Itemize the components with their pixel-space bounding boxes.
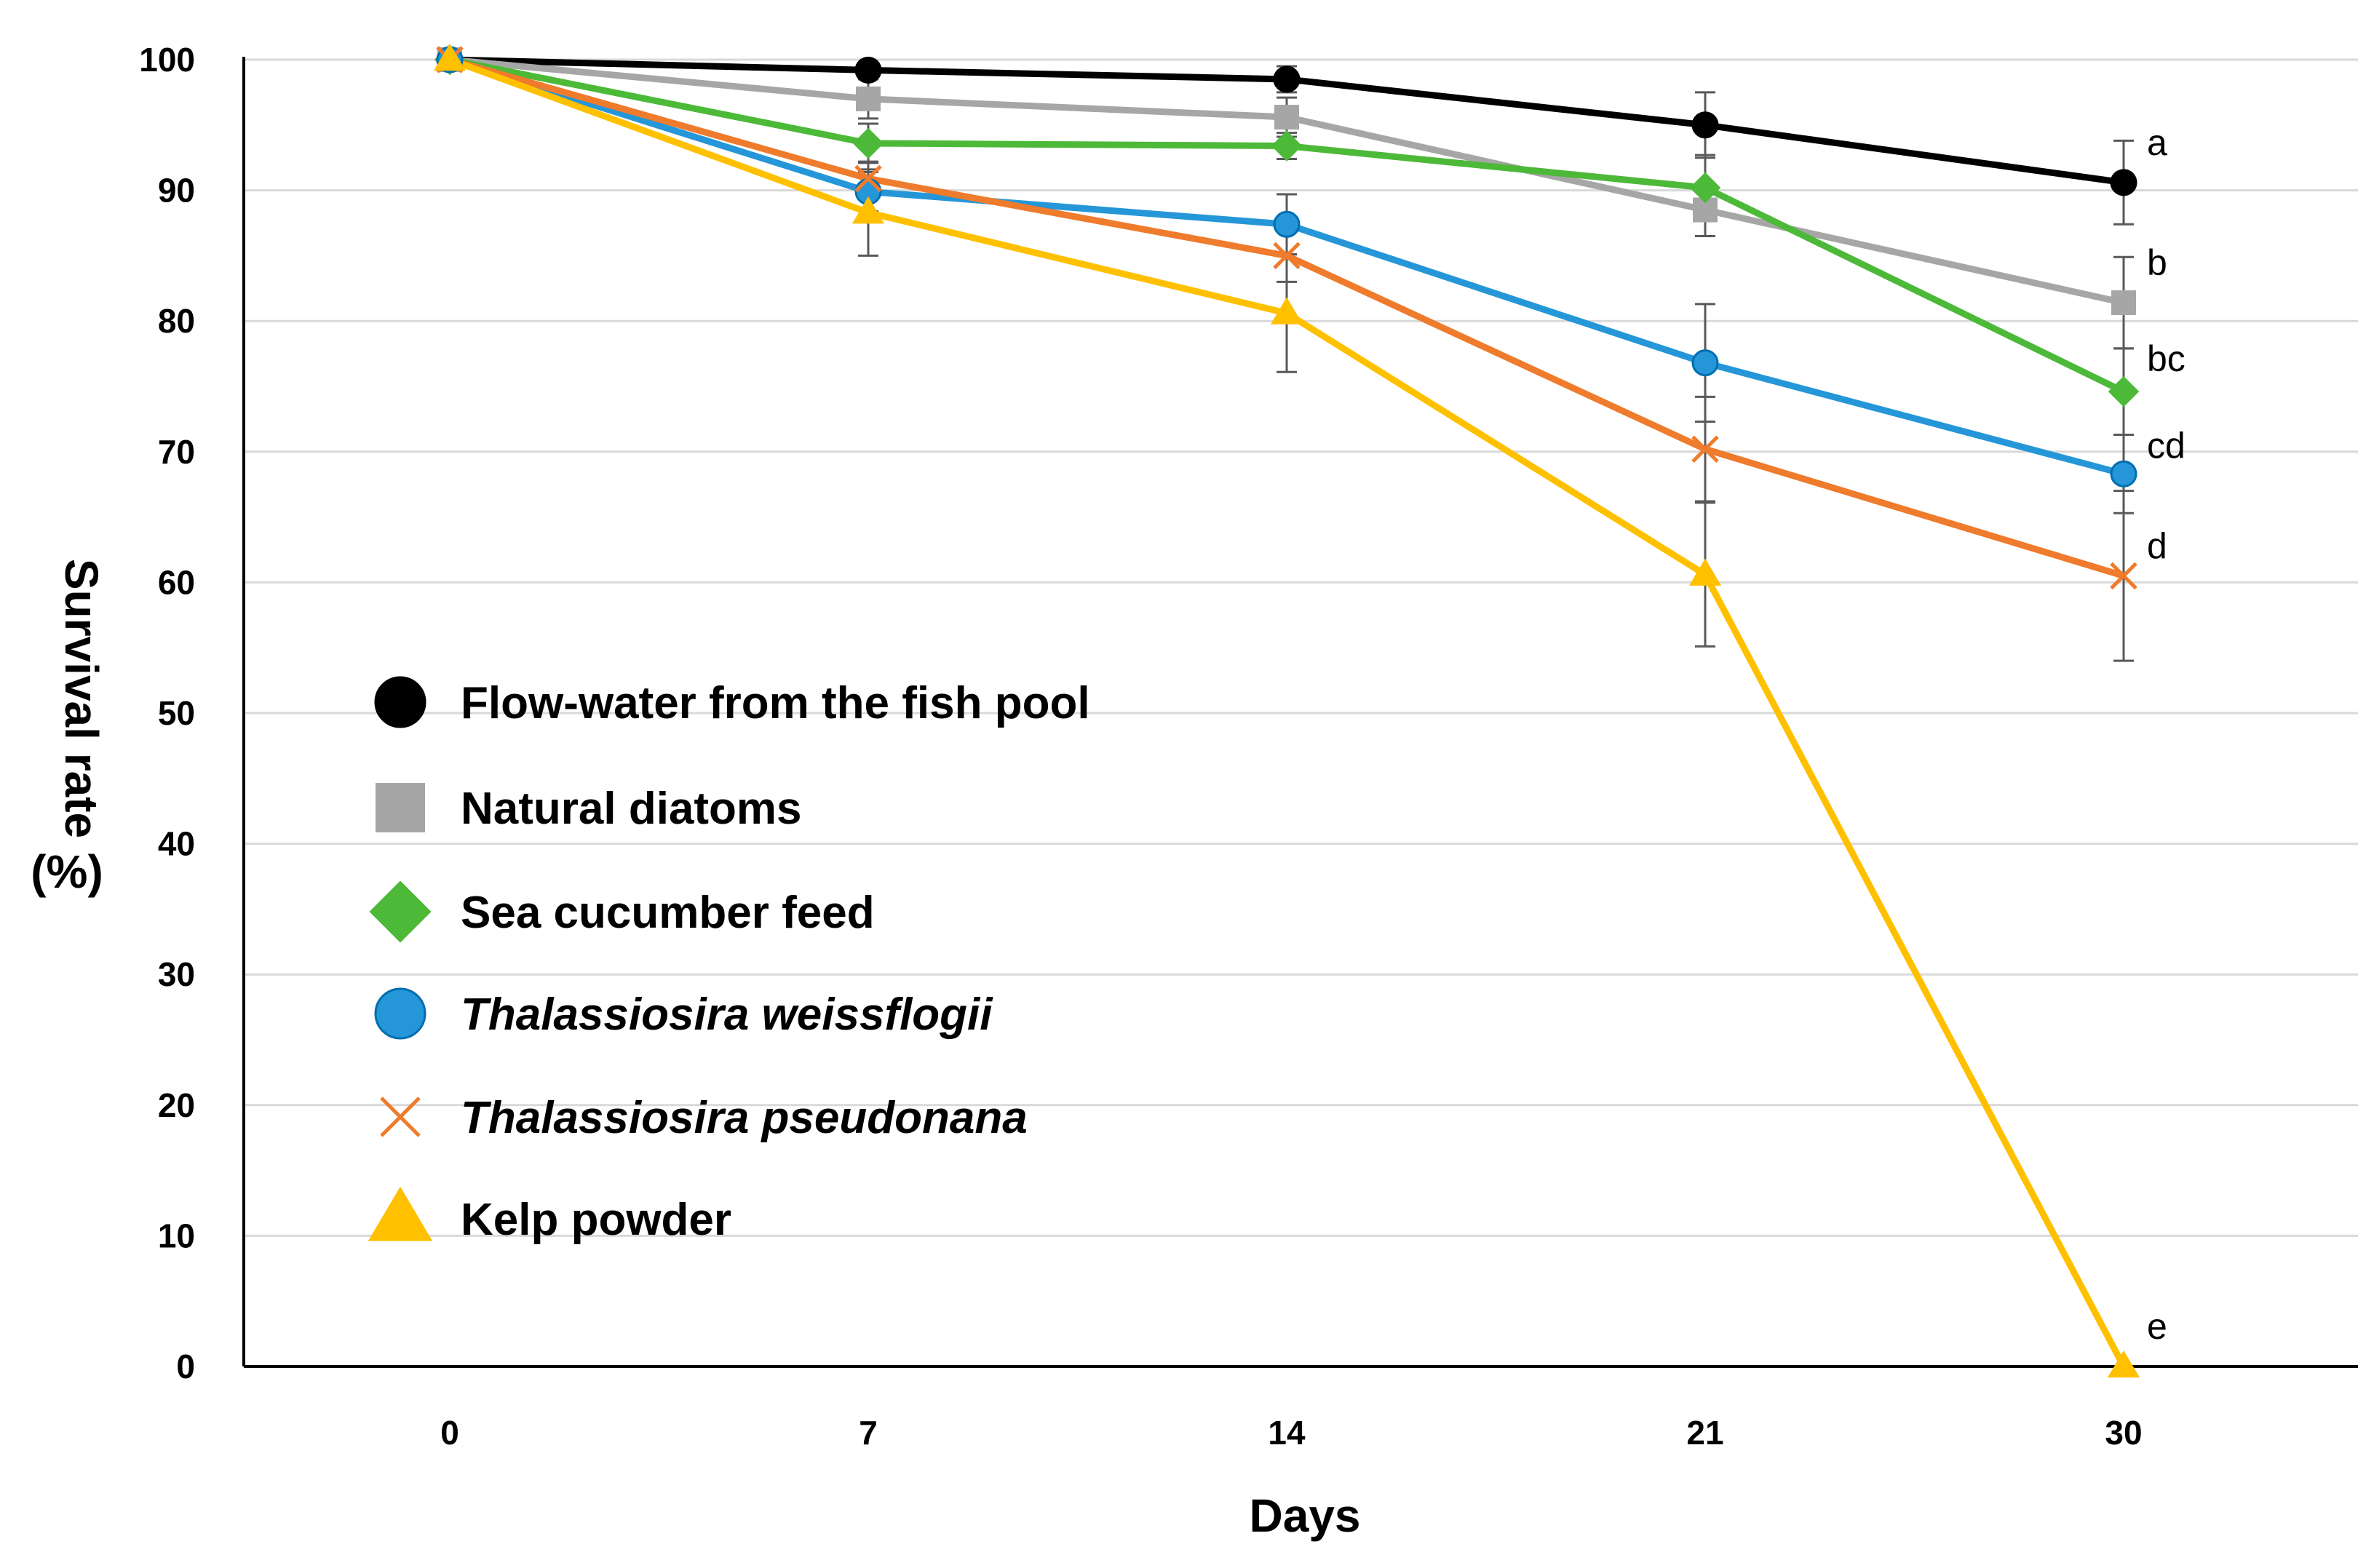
series-3-point-3 bbox=[1691, 349, 1719, 377]
series-4-point-3 bbox=[1691, 435, 1719, 463]
series-0-point-3 bbox=[1691, 111, 1719, 139]
y-tick-label-60: 60 bbox=[158, 563, 195, 601]
series-3-point-4 bbox=[2110, 460, 2137, 487]
series-4-point-4-stroke-b bbox=[2110, 562, 2137, 590]
legend-item-5: Kelp powder bbox=[368, 1186, 731, 1245]
series-4-point-1-stroke-b bbox=[854, 164, 882, 193]
y-tick-label-40: 40 bbox=[158, 825, 195, 863]
legend-label-2: Sea cucumber feed bbox=[461, 888, 875, 938]
legend-label-0: Flow-water from the fish pool bbox=[461, 678, 1090, 728]
series-5-point-2 bbox=[1270, 297, 1303, 325]
series-0-significance-label: a bbox=[2147, 122, 2167, 163]
legend-marker-1 bbox=[376, 783, 425, 832]
axes bbox=[242, 57, 2358, 1368]
series-5-point-4 bbox=[2107, 1350, 2140, 1378]
y-tick-label-50: 50 bbox=[158, 694, 195, 732]
y-axis-title: Survival rate bbox=[55, 559, 108, 838]
y-axis-title-unit: (%) bbox=[31, 845, 103, 898]
legend-marker-5 bbox=[368, 1186, 433, 1241]
series-5-point-1 bbox=[851, 196, 885, 224]
y-tick-label-70: 70 bbox=[158, 433, 195, 471]
y-tick-label-30: 30 bbox=[158, 955, 195, 993]
legend-item-0: Flow-water from the fish pool bbox=[374, 676, 1090, 728]
series-4-point-3-stroke-b bbox=[1691, 435, 1719, 463]
legend-marker-4-stroke-b bbox=[380, 1097, 421, 1137]
series-1-significance-label: b bbox=[2147, 242, 2167, 283]
x-tick-label-30: 30 bbox=[2105, 1414, 2142, 1452]
x-tick-label-0: 0 bbox=[440, 1414, 459, 1452]
series-1-point-4 bbox=[2111, 290, 2136, 316]
series-3-point-2 bbox=[1273, 210, 1301, 238]
series-2-significance-label: bc bbox=[2147, 338, 2186, 379]
series-2-point-3 bbox=[1689, 172, 1721, 204]
y-tick-label-100: 100 bbox=[139, 41, 195, 79]
legend: Flow-water from the fish pool Natural dia… bbox=[368, 676, 1090, 1245]
y-tick-label-90: 90 bbox=[158, 172, 195, 210]
series-4-point-1 bbox=[854, 164, 882, 193]
y-tick-label-10: 10 bbox=[158, 1217, 195, 1254]
series-1-point-2 bbox=[1274, 105, 1299, 130]
series-4-point-2 bbox=[1273, 242, 1301, 270]
series-markers bbox=[433, 43, 2140, 1378]
legend-item-2: Sea cucumber feed bbox=[369, 880, 875, 943]
y-tick-label-80: 80 bbox=[158, 302, 195, 340]
series-0-point-1 bbox=[854, 56, 882, 84]
series-0-point-2 bbox=[1273, 65, 1301, 93]
legend-marker-4 bbox=[380, 1097, 421, 1137]
x-tick-label-7: 7 bbox=[859, 1414, 878, 1452]
legend-item-1: Natural diatoms bbox=[376, 783, 802, 834]
series-3-significance-label: cd bbox=[2147, 425, 2186, 466]
series-1-point-1 bbox=[856, 86, 881, 111]
series-4-point-2-stroke-b bbox=[1273, 242, 1301, 270]
series-2-point-2 bbox=[1271, 130, 1303, 162]
error-bars bbox=[858, 62, 2134, 662]
y-axis-title-line1: Survival rate bbox=[55, 559, 108, 838]
legend-marker-3 bbox=[374, 987, 426, 1040]
series-0-point-4 bbox=[2110, 169, 2137, 196]
legend-label-5: Kelp powder bbox=[461, 1195, 731, 1245]
significance-labels: a b bc cd d e bbox=[2147, 122, 2186, 1347]
legend-label-1: Natural diatoms bbox=[461, 784, 802, 834]
x-axis-title: Days bbox=[1250, 1489, 1361, 1542]
series-5-point-0 bbox=[433, 43, 467, 71]
series-4-point-4 bbox=[2110, 562, 2137, 590]
x-tick-label-21: 21 bbox=[1686, 1414, 1723, 1452]
legend-label-4: Thalassiosira pseudonana bbox=[461, 1093, 1028, 1143]
series-5-significance-label: e bbox=[2147, 1306, 2167, 1347]
y-tick-label-0: 0 bbox=[176, 1348, 195, 1385]
series-2-point-1 bbox=[852, 127, 884, 159]
series-4-significance-label: d bbox=[2147, 525, 2167, 566]
legend-item-4: Thalassiosira pseudonana bbox=[380, 1093, 1028, 1143]
x-tick-label-14: 14 bbox=[1268, 1414, 1306, 1452]
series-2-point-4 bbox=[2108, 375, 2140, 407]
y-tick-label-20: 20 bbox=[158, 1086, 195, 1124]
series-5-point-3 bbox=[1688, 558, 1722, 586]
tick-labels: 0 10 20 30 40 50 60 70 80 90 100 0 7 14 21 30 bbox=[139, 41, 2142, 1452]
legend-marker-0 bbox=[374, 676, 426, 728]
gridlines bbox=[244, 58, 2358, 1237]
legend-marker-2 bbox=[369, 880, 432, 943]
legend-label-3: Thalassiosira weissflogii bbox=[461, 990, 993, 1040]
legend-item-3: Thalassiosira weissflogii bbox=[374, 987, 993, 1040]
